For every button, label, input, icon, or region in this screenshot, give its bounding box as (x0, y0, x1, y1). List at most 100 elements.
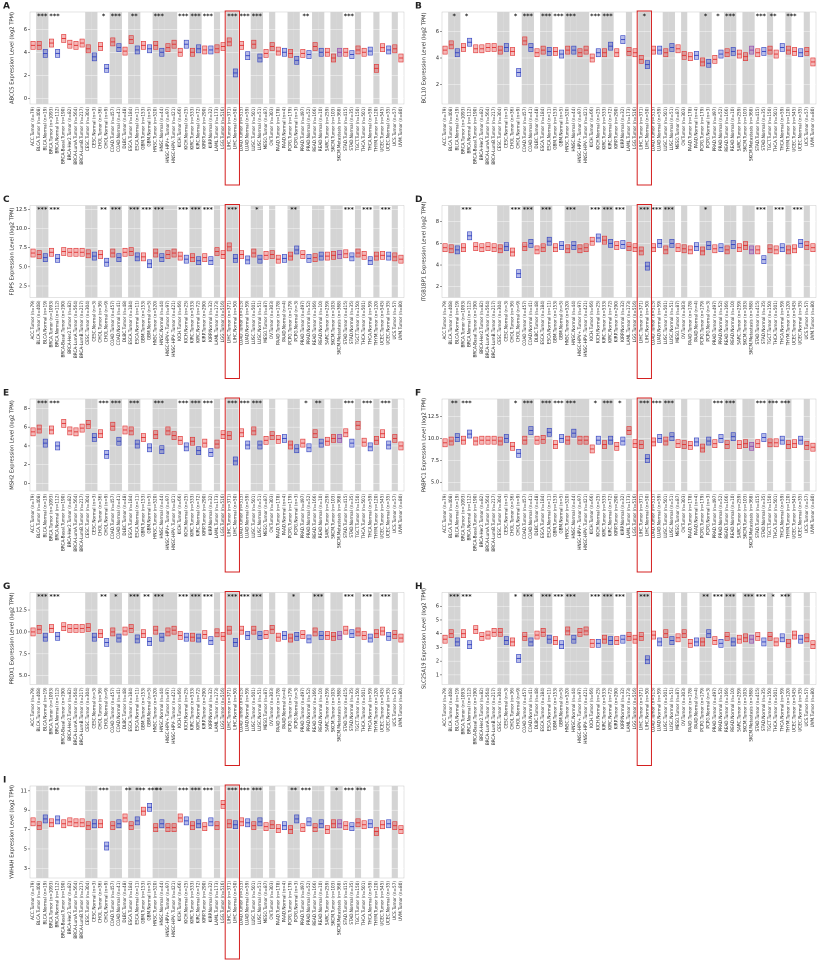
x-tick-label: ACC.Tumor (n=79) (442, 494, 447, 533)
x-tick-label: PAAD.Tumor (n=178) (687, 494, 692, 539)
group-band (195, 12, 202, 104)
x-tick-label: PRAD.Tumor (n=497) (300, 881, 305, 926)
x-tick-label: BRCA-LumA.Tumor (n=564) (485, 687, 490, 745)
x-tick-label: HNSC.Normal (n=44) (159, 107, 164, 152)
x-tick-label: BLCA.Normal (n=19) (454, 107, 459, 151)
group-band (705, 592, 712, 685)
x-tick-label: COAD.Tumor (n=457) (110, 881, 115, 927)
group-band (293, 12, 300, 104)
x-tick-label: LIHC.Tumor (n=371) (638, 107, 643, 150)
group-band (171, 786, 178, 878)
x-tick-label: THCA.Tumor (n=501) (361, 107, 366, 153)
x-tick-label: LAML.Tumor (n=173) (214, 687, 219, 732)
group-band (42, 12, 49, 104)
significance: *** (178, 399, 189, 407)
significance: *** (37, 593, 48, 601)
x-tick-label: LAML.Tumor (n=173) (214, 300, 219, 345)
x-tick-label: HNSC.Tumor (n=520) (153, 300, 158, 345)
significance: *** (449, 593, 460, 601)
y-tick-label: 3 (24, 866, 27, 872)
y-tick-label: 2 (436, 284, 439, 290)
group-band (576, 205, 584, 298)
x-tick-label: UVM.Tumor (n=80) (810, 494, 815, 534)
x-tick-label: KIRC.Normal (n=72) (196, 494, 201, 537)
significance: *** (252, 399, 263, 407)
group-band (42, 205, 49, 298)
significance: *** (227, 206, 238, 214)
significance: *** (615, 593, 626, 601)
x-tick-label: READ.Normal (n=10) (730, 494, 735, 539)
x-tick-label: PRAD.Tumor (n=497) (300, 107, 305, 152)
x-tick-label: PAAD.Normal (n=4) (281, 687, 286, 729)
x-tick-label: READ.Normal (n=10) (318, 881, 323, 926)
significance: *** (602, 399, 613, 407)
x-tick-label: MESO.Tumor (n=87) (263, 687, 268, 730)
x-tick-label: UCS.Tumor (n=57) (392, 300, 397, 339)
x-tick-label: HNSC.Normal (n=44) (159, 300, 164, 345)
x-tick-label: TGCT.Tumor (n=150) (767, 300, 772, 345)
x-tick-label: OV.Tumor (n=303) (681, 300, 686, 339)
group-band (570, 205, 577, 298)
significance: *** (98, 399, 109, 407)
x-tick-label: SARC.Tumor (n=259) (736, 107, 741, 152)
y-tick-label: 6 (436, 604, 439, 610)
group-band (576, 399, 584, 491)
group-band (601, 592, 608, 685)
significance: *** (664, 206, 675, 214)
x-tick-label: LIHC.Tumor (n=371) (638, 687, 643, 730)
x-tick-label: READ.Tumor (n=166) (724, 494, 729, 539)
significance: * (704, 206, 708, 214)
significance: *** (590, 593, 601, 601)
x-tick-label: DLBC.Tumor (n=48) (122, 107, 127, 149)
significance: *** (135, 786, 146, 794)
x-tick-label: ESCA.Normal (n=11) (546, 107, 551, 151)
group-band (152, 399, 159, 491)
significance: *** (381, 593, 392, 601)
significance: *** (756, 12, 767, 20)
group-band (293, 592, 300, 685)
x-tick-label: BRCA.Tumor (n=1093) (460, 107, 465, 154)
x-tick-label: PAAD.Normal (n=4) (693, 107, 698, 149)
x-tick-label: ESCA.Normal (n=11) (134, 881, 139, 925)
x-tick-label: BRCA.Normal (n=112) (467, 300, 472, 347)
x-tick-label: DLBC.Tumor (n=48) (122, 300, 127, 342)
x-tick-label: LAML.Tumor (n=173) (214, 494, 219, 539)
group-band (730, 205, 737, 298)
x-tick-label: BRCA-LumA.Tumor (n=564) (73, 300, 78, 358)
x-tick-label: STAD.Normal (n=35) (349, 494, 354, 538)
group-band (232, 399, 239, 491)
x-tick-label: LUSC.Tumor (n=501) (251, 881, 256, 925)
x-tick-label: STAD.Tumor (n=415) (343, 494, 348, 538)
y-tick-label: 5 (24, 846, 27, 852)
x-tick-label: BRCA-LumA.Tumor (n=564) (485, 494, 490, 552)
x-tick-label: CESC.Normal (n=3) (91, 687, 96, 728)
x-tick-label: MESO.Tumor (n=87) (675, 687, 680, 730)
group-band (164, 592, 172, 685)
y-tick-label: 7.5 (19, 245, 27, 251)
significance: *** (786, 12, 797, 20)
x-tick-label: MESO.Tumor (n=87) (675, 107, 680, 150)
x-tick-label: THYM.Tumor (n=120) (785, 494, 790, 540)
significance: *** (252, 786, 263, 794)
group-band (638, 205, 645, 298)
x-tick-label: CHOL.Tumor (n=36) (98, 494, 103, 536)
group-band (171, 592, 178, 685)
group-band (195, 786, 202, 878)
significance: *** (664, 399, 675, 407)
significance: * (514, 593, 518, 601)
x-tick-label: KIRP.Tumor (n=290) (202, 881, 207, 923)
group-band (354, 12, 362, 104)
x-tick-label: THCA.Tumor (n=501) (361, 881, 366, 927)
significance: *** (313, 593, 324, 601)
group-band (373, 205, 380, 298)
group-band (607, 592, 614, 685)
x-tick-label: PAAD.Tumor (n=178) (275, 881, 280, 926)
significance: *** (461, 593, 472, 601)
x-tick-label: COAD.Tumor (n=457) (522, 300, 527, 346)
x-tick-label: LUSC.Normal (n=51) (669, 494, 674, 538)
x-tick-label: SKCM.Metastasis (n=368) (749, 494, 754, 548)
x-tick-label: PRAD.Tumor (n=497) (712, 300, 717, 345)
group-band (540, 592, 547, 685)
x-tick-label: CESC.Tumor (n=304) (85, 300, 90, 345)
y-tick-label: 10.0 (16, 629, 27, 635)
